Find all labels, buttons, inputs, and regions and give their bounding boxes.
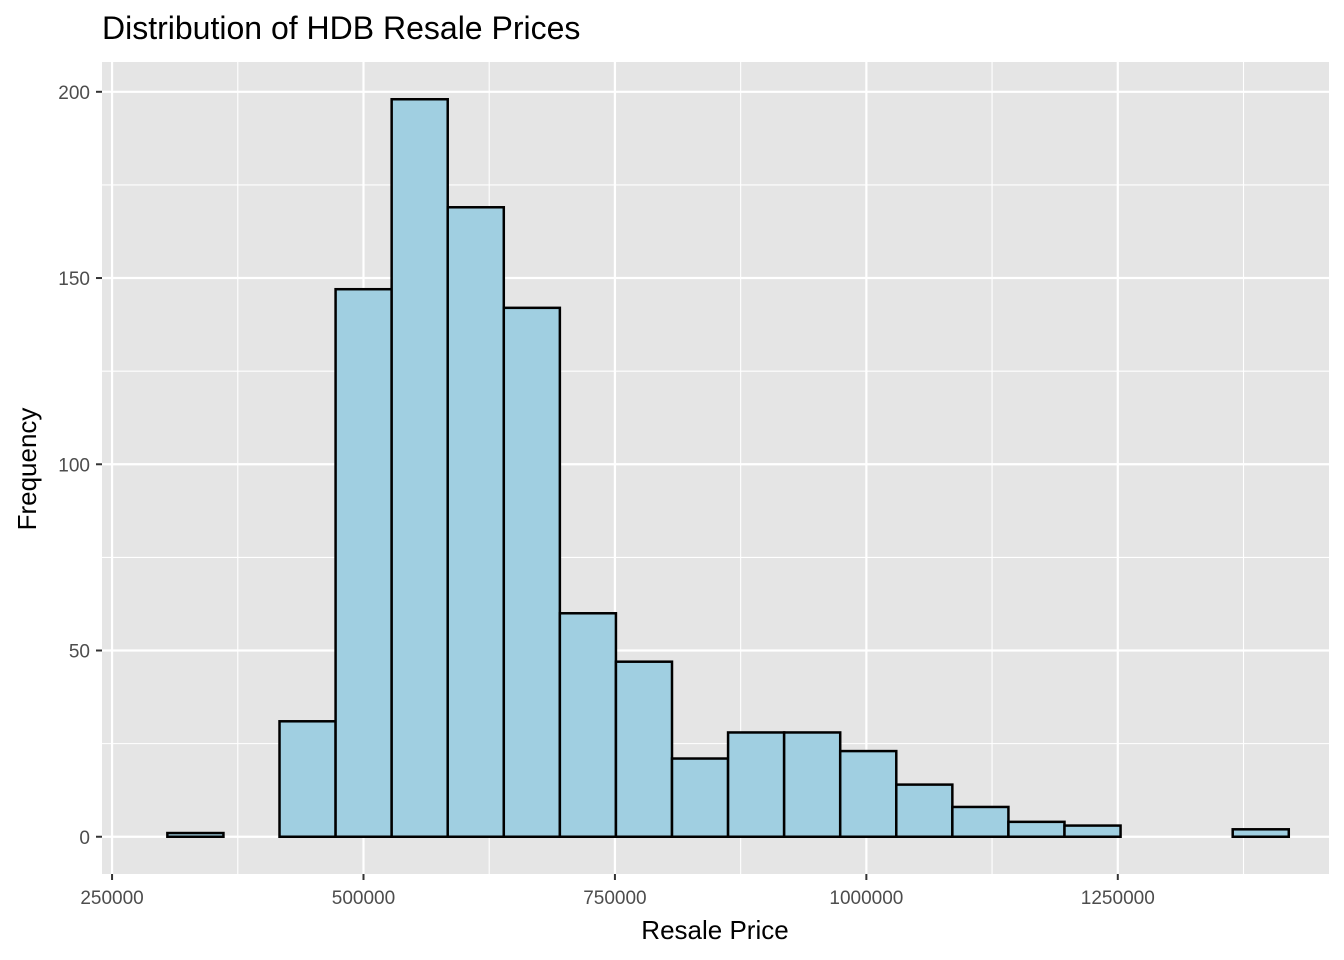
chart-title: Distribution of HDB Resale Prices [102, 10, 580, 46]
histogram-bar [446, 206, 506, 839]
histogram-bar [670, 757, 730, 839]
y-tick-label: 0 [79, 828, 90, 849]
histogram-bar [782, 731, 842, 839]
histogram-bar [1231, 828, 1291, 839]
y-tick-label: 150 [58, 269, 90, 290]
x-axis-title: Resale Price [641, 915, 788, 945]
y-axis: 0 50 100 150 200 [58, 83, 102, 849]
histogram-bar [1007, 820, 1066, 839]
histogram-bar [390, 97, 449, 839]
x-tick-label: 1000000 [829, 888, 903, 909]
y-tick-label: 200 [58, 83, 90, 104]
histogram-bar [726, 731, 786, 839]
x-tick-label: 250000 [80, 888, 143, 909]
histogram-bar [614, 660, 674, 839]
y-axis-title: Frequency [12, 408, 42, 531]
histogram-bar [278, 720, 337, 839]
x-axis: 250000 500000 750000 1000000 1250000 [80, 874, 1155, 909]
histogram-bar [558, 612, 618, 839]
x-tick-label: 500000 [332, 888, 395, 909]
histogram-bar [895, 783, 954, 839]
y-tick-label: 50 [69, 642, 90, 663]
histogram-bar [951, 805, 1010, 839]
histogram-bar [502, 306, 562, 839]
x-tick-label: 750000 [583, 888, 646, 909]
histogram-bar [838, 749, 898, 839]
histogram-bars [166, 97, 1291, 839]
x-tick-label: 1250000 [1081, 888, 1155, 909]
histogram-bar [1063, 824, 1122, 839]
histogram-bar [334, 287, 393, 839]
y-tick-label: 100 [58, 455, 90, 476]
histogram-bar [166, 831, 225, 839]
